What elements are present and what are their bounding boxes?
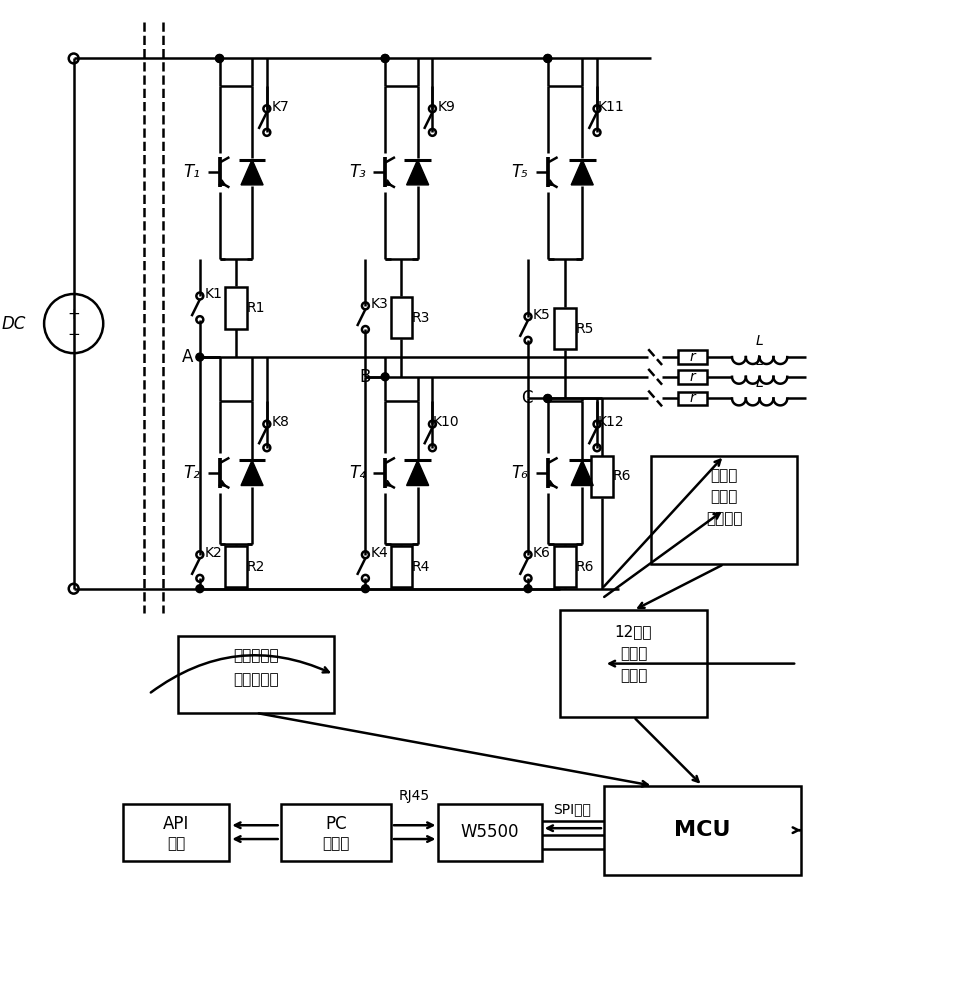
Text: R2: R2 <box>246 560 264 574</box>
Bar <box>281 804 391 861</box>
Text: RJ45: RJ45 <box>399 789 430 803</box>
Text: r: r <box>690 350 695 364</box>
Text: +: + <box>68 307 80 322</box>
Circle shape <box>524 585 532 593</box>
Bar <box>178 636 334 713</box>
Text: L: L <box>756 334 764 348</box>
Text: R6: R6 <box>613 469 631 483</box>
Bar <box>123 804 229 861</box>
Bar <box>439 804 542 861</box>
Bar <box>604 786 802 875</box>
Text: K8: K8 <box>272 415 289 429</box>
Text: B: B <box>359 368 371 386</box>
Circle shape <box>381 373 389 381</box>
Text: K1: K1 <box>204 287 223 301</box>
Text: T₁: T₁ <box>184 163 200 181</box>
Polygon shape <box>241 460 263 486</box>
Text: 采样电路: 采样电路 <box>706 511 742 526</box>
Circle shape <box>196 585 204 593</box>
Polygon shape <box>571 460 593 486</box>
Bar <box>678 350 708 364</box>
Text: 输入电源电: 输入电源电 <box>233 648 279 663</box>
Circle shape <box>544 55 552 62</box>
Bar <box>678 370 708 384</box>
Text: 制电路: 制电路 <box>620 668 648 683</box>
Bar <box>678 392 708 405</box>
Circle shape <box>381 55 389 62</box>
Text: R3: R3 <box>412 311 431 325</box>
Bar <box>390 546 412 587</box>
Text: L: L <box>756 354 764 368</box>
Text: K5: K5 <box>533 308 551 322</box>
Text: 线电压: 线电压 <box>711 468 738 483</box>
Text: K11: K11 <box>597 100 624 114</box>
Text: K6: K6 <box>533 546 551 560</box>
Text: R4: R4 <box>412 560 431 574</box>
Bar <box>560 610 708 717</box>
Bar <box>225 287 247 329</box>
Text: K9: K9 <box>438 100 455 114</box>
Text: K7: K7 <box>272 100 289 114</box>
Text: L: L <box>756 376 764 390</box>
Text: PC: PC <box>325 815 347 833</box>
Text: K10: K10 <box>433 415 460 429</box>
Text: 上位机: 上位机 <box>322 836 349 851</box>
Circle shape <box>216 55 224 62</box>
Text: K12: K12 <box>597 415 624 429</box>
Text: DC: DC <box>2 315 26 333</box>
Text: A: A <box>182 348 194 366</box>
Text: C: C <box>522 389 533 407</box>
Circle shape <box>216 55 224 62</box>
Polygon shape <box>241 160 263 185</box>
Text: W5500: W5500 <box>461 823 519 841</box>
Text: K3: K3 <box>371 297 388 311</box>
Bar <box>225 546 247 587</box>
Circle shape <box>196 353 204 361</box>
Text: T₄: T₄ <box>349 464 366 482</box>
Text: T₂: T₂ <box>184 464 200 482</box>
Circle shape <box>544 395 552 402</box>
Circle shape <box>361 585 370 593</box>
Text: SPI通讯: SPI通讯 <box>554 802 591 816</box>
Circle shape <box>544 55 552 62</box>
Text: 接口: 接口 <box>167 836 185 851</box>
Bar <box>390 297 412 338</box>
Text: 相电流: 相电流 <box>711 490 738 505</box>
Text: K2: K2 <box>205 546 223 560</box>
Text: R5: R5 <box>576 322 594 336</box>
Text: 电器控: 电器控 <box>620 646 648 661</box>
Text: R6: R6 <box>575 560 594 574</box>
Bar <box>554 308 576 349</box>
Text: R1: R1 <box>246 301 265 315</box>
Text: T₆: T₆ <box>512 464 529 482</box>
Text: T₃: T₃ <box>349 163 366 181</box>
Text: K4: K4 <box>371 546 388 560</box>
Polygon shape <box>571 160 593 185</box>
Bar <box>591 456 613 497</box>
Text: r: r <box>690 370 695 384</box>
Polygon shape <box>407 460 429 486</box>
Polygon shape <box>407 160 429 185</box>
Circle shape <box>544 395 552 402</box>
Text: −: − <box>68 327 80 342</box>
Text: MCU: MCU <box>675 820 731 840</box>
Bar <box>651 456 797 564</box>
Text: 压采样电路: 压采样电路 <box>233 672 279 687</box>
Text: 12路继: 12路继 <box>615 625 652 640</box>
Text: API: API <box>163 815 190 833</box>
Bar <box>554 546 576 587</box>
Text: r: r <box>690 391 695 405</box>
Circle shape <box>381 55 389 62</box>
Text: T₅: T₅ <box>512 163 529 181</box>
